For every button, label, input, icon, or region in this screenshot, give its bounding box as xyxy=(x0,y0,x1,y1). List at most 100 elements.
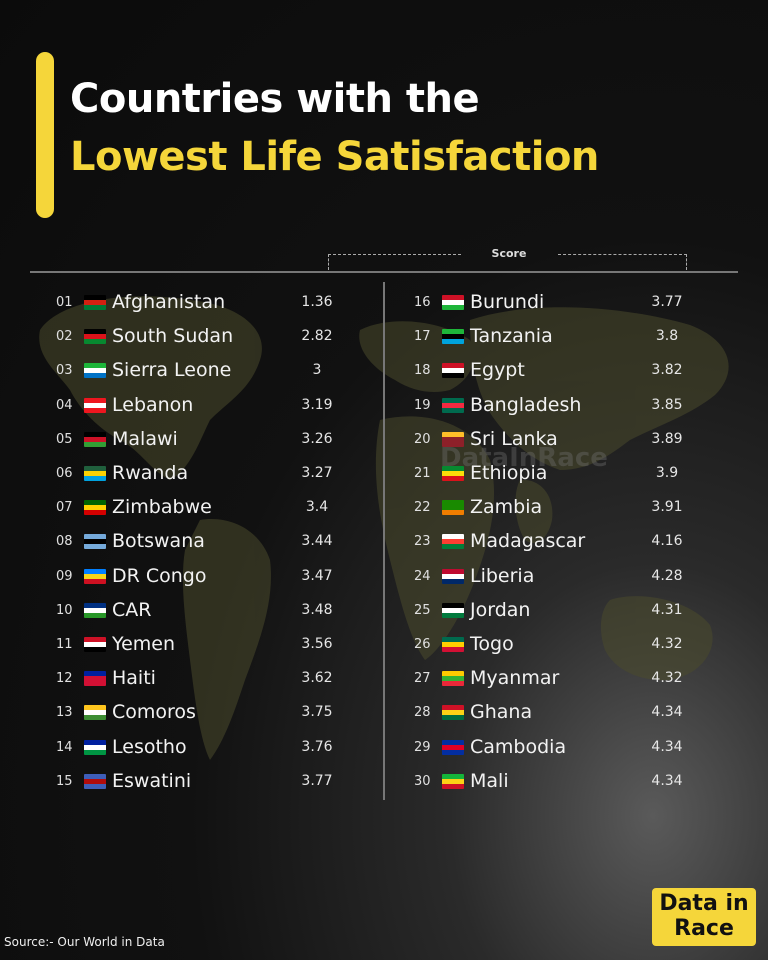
flag-icon xyxy=(442,329,464,345)
score-bracket-left xyxy=(328,254,461,270)
country-name: Zambia xyxy=(470,496,543,519)
flag-icon xyxy=(442,705,464,721)
score-value: 3.26 xyxy=(301,430,333,447)
score-value: 3.82 xyxy=(651,362,683,379)
score-value: 2.82 xyxy=(301,328,333,345)
country-name: Togo xyxy=(470,633,514,655)
country-name: Myanmar xyxy=(470,667,560,690)
country-name: Yemen xyxy=(112,633,176,655)
flag-icon xyxy=(84,705,106,721)
score-value: 4.32 xyxy=(651,636,683,652)
rank-number: 04 xyxy=(56,397,73,413)
rank-number: 24 xyxy=(414,568,431,584)
table-row: 16 Burundi 3.77 xyxy=(414,290,714,316)
flag-icon xyxy=(84,500,106,516)
flag-icon xyxy=(84,329,106,345)
rank-number: 02 xyxy=(56,329,73,345)
country-name: Zimbabwe xyxy=(112,496,212,519)
score-value: 3.91 xyxy=(651,499,683,516)
country-name: Madagascar xyxy=(470,530,586,553)
score-value: 3.62 xyxy=(301,670,333,687)
score-value: 3.76 xyxy=(301,738,333,755)
flag-icon xyxy=(84,397,106,413)
country-name: Eswatini xyxy=(112,769,192,792)
country-name: Burundi xyxy=(470,291,545,313)
flag-icon xyxy=(84,363,106,379)
table-row: 15 Eswatini 3.77 xyxy=(56,769,356,795)
table-row: 29 Cambodia 4.34 xyxy=(414,735,714,761)
table-row: 09 DR Congo 3.47 xyxy=(56,564,356,590)
flag-icon xyxy=(442,466,464,481)
flag-icon xyxy=(442,637,464,652)
score-value: 3.19 xyxy=(301,396,333,413)
rank-number: 30 xyxy=(414,773,431,789)
table-row: 26 Togo 4.32 xyxy=(414,632,714,658)
score-value: 3.77 xyxy=(301,772,333,789)
flag-icon xyxy=(84,431,106,447)
score-value: 3.4 xyxy=(305,499,329,516)
table-row: 03 Sierra Leone 3 xyxy=(56,358,356,384)
rank-number: 09 xyxy=(56,568,73,584)
flag-icon xyxy=(84,295,106,310)
country-name: Ethiopia xyxy=(470,462,548,484)
rank-number: 18 xyxy=(414,363,431,379)
table-row: 27 Myanmar 4.32 xyxy=(414,666,714,692)
table-row: 21 Ethiopia 3.9 xyxy=(414,461,714,487)
rank-number: 22 xyxy=(414,500,431,516)
score-value: 3.47 xyxy=(301,567,333,584)
flag-icon xyxy=(84,637,106,652)
score-value: 3.89 xyxy=(651,430,683,447)
flag-icon xyxy=(84,671,106,687)
rank-number: 27 xyxy=(414,671,431,687)
rank-number: 23 xyxy=(414,534,431,550)
logo-line-2: Race xyxy=(674,916,734,941)
table-row: 04 Lebanon 3.19 xyxy=(56,393,356,419)
rank-number: 29 xyxy=(414,739,431,755)
score-value: 4.34 xyxy=(651,772,683,789)
score-value: 1.36 xyxy=(301,294,333,310)
country-name: Liberia xyxy=(470,564,535,587)
score-value: 3 xyxy=(312,362,322,379)
table-row: 01 Afghanistan 1.36 xyxy=(56,290,356,316)
score-value: 3.48 xyxy=(301,601,333,618)
country-name: Jordan xyxy=(470,598,531,621)
country-name: Lesotho xyxy=(112,735,187,758)
flag-icon xyxy=(442,739,464,755)
title-accent-bar xyxy=(36,52,54,218)
country-name: Malawi xyxy=(112,427,178,450)
rank-number: 03 xyxy=(56,363,73,379)
country-name: Haiti xyxy=(112,667,156,690)
table-row: 07 Zimbabwe 3.4 xyxy=(56,495,356,521)
table-row: 28 Ghana 4.34 xyxy=(414,700,714,726)
rank-number: 13 xyxy=(56,705,73,721)
flag-icon xyxy=(442,397,464,413)
table-row: 10 CAR 3.48 xyxy=(56,598,356,624)
flag-icon xyxy=(442,773,464,789)
country-name: Bangladesh xyxy=(470,393,582,416)
country-name: Sierra Leone xyxy=(112,359,232,382)
country-name: DR Congo xyxy=(112,564,207,587)
score-value: 4.31 xyxy=(651,601,683,618)
table-row: 13 Comoros 3.75 xyxy=(56,700,356,726)
flag-icon xyxy=(442,295,464,310)
rank-number: 17 xyxy=(414,329,431,345)
table-row: 17 Tanzania 3.8 xyxy=(414,324,714,350)
title-line-1: Countries with the xyxy=(70,76,480,122)
score-bracket-right xyxy=(558,254,687,270)
table-row: 11 Yemen 3.56 xyxy=(56,632,356,658)
score-value: 4.34 xyxy=(651,704,683,721)
country-name: Rwanda xyxy=(112,462,189,484)
country-name: Cambodia xyxy=(470,735,567,758)
source-note: Source:- Our World in Data xyxy=(4,935,165,949)
table-row: 18 Egypt 3.82 xyxy=(414,358,714,384)
rank-number: 20 xyxy=(414,431,431,447)
score-value: 4.28 xyxy=(651,567,683,584)
rank-number: 19 xyxy=(414,397,431,413)
country-name: Ghana xyxy=(470,701,533,724)
flag-icon xyxy=(84,534,106,550)
flag-icon xyxy=(442,568,464,584)
rank-number: 10 xyxy=(56,602,73,618)
column-divider xyxy=(383,282,385,800)
country-name: Lebanon xyxy=(112,393,194,416)
